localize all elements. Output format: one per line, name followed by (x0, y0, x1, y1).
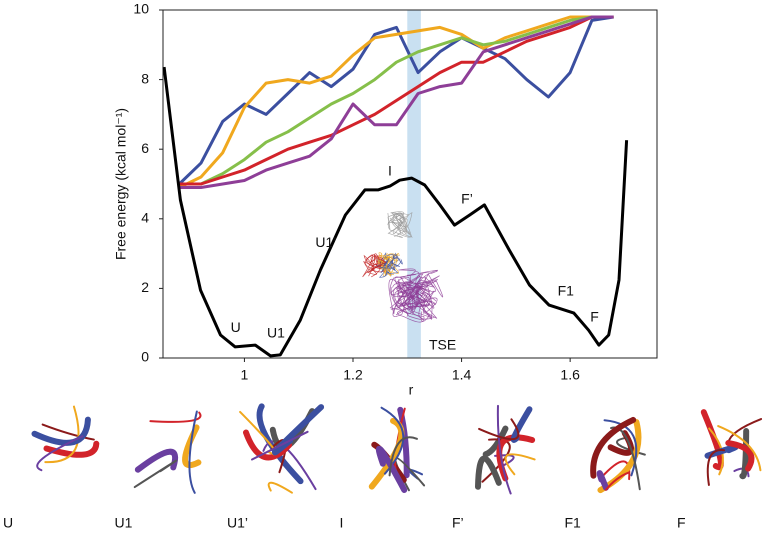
structure-image: F’ (452, 404, 536, 531)
ribbon (256, 403, 304, 485)
structure-label: F (677, 515, 686, 531)
structure-label: U1’ (227, 515, 248, 531)
annotation: U (231, 319, 241, 335)
ensemble-trace (387, 211, 408, 238)
ensemble-trace (380, 256, 399, 276)
ribbon (31, 416, 91, 446)
ribbon (188, 410, 198, 494)
series-line (178, 15, 614, 189)
structure-image: F (677, 409, 763, 531)
ribbon (397, 406, 410, 479)
ribbon (271, 404, 325, 456)
ribbon (496, 434, 536, 482)
annotation: U1 (267, 324, 285, 340)
ensemble-trace (398, 276, 436, 307)
ensemble-trace (394, 275, 440, 305)
ribbon (474, 455, 502, 490)
x-tick-label: 1.6 (560, 367, 580, 383)
ribbon (482, 425, 509, 458)
structure-image: F1 (565, 416, 646, 531)
ribbon (134, 448, 179, 473)
annotation: F’ (461, 190, 473, 206)
annotation: F (590, 309, 599, 325)
ribbon (44, 405, 80, 464)
ribbon (604, 471, 630, 491)
structure-image: I (340, 406, 426, 531)
ribbon (504, 453, 536, 476)
y-axis-label: Free energy (kcal mol⁻¹) (113, 108, 129, 260)
annotation: F1 (558, 283, 575, 299)
ensemble-trace (389, 211, 413, 238)
ribbon (706, 449, 726, 486)
y-tick-label: 6 (141, 140, 149, 156)
ribbon (496, 404, 512, 495)
structure-image: U1 (115, 410, 202, 531)
ribbon (590, 416, 637, 479)
ribbon (36, 435, 84, 472)
ensemble-trace (380, 254, 399, 274)
ribbon (133, 459, 178, 489)
ribbon (41, 423, 95, 441)
annotation: U1’ (315, 234, 336, 250)
series-line (179, 15, 614, 186)
y-tick-label: 0 (141, 349, 149, 365)
ribbon (717, 425, 762, 472)
ribbon (700, 409, 724, 471)
ribbon (478, 418, 520, 441)
structure-label: F’ (452, 515, 464, 531)
ensemble-trace (390, 287, 433, 323)
ribbon (739, 428, 750, 480)
x-axis-label: r (409, 382, 414, 398)
ribbon (251, 430, 309, 461)
tse-ensemble (362, 211, 444, 323)
y-tick-label: 2 (141, 279, 149, 295)
annotation: TSE (429, 337, 456, 353)
structure-image: U (3, 405, 100, 531)
series-line (179, 15, 614, 189)
y-tick-label: 8 (141, 70, 149, 86)
structure-label: F1 (565, 515, 582, 531)
structure-label: I (340, 515, 344, 531)
ribbon (596, 470, 609, 491)
x-tick-label: 1.4 (452, 367, 472, 383)
x-tick-label: 1.2 (343, 367, 363, 383)
ensemble-trace (377, 255, 392, 277)
ribbon (599, 460, 631, 481)
series-line (162, 66, 629, 358)
series-line (178, 15, 614, 186)
y-tick-label: 4 (141, 210, 149, 226)
ensemble-trace (370, 256, 387, 270)
ribbon (603, 419, 638, 477)
ribbon (242, 429, 293, 461)
structure-image: U1’ (227, 403, 325, 531)
ribbon (267, 481, 293, 494)
structure-label: U (3, 515, 13, 531)
structure-label: U1 (115, 515, 133, 531)
ribbon (725, 440, 755, 472)
series-line (179, 15, 614, 186)
ensemble-trace (380, 254, 396, 277)
plot-frame (162, 9, 658, 359)
annotation: I (388, 163, 392, 179)
ensemble-trace (398, 270, 438, 310)
y-tick-label: 10 (133, 1, 149, 17)
ribbon (375, 445, 408, 493)
ensemble-trace (394, 275, 430, 307)
ensemble-trace (363, 254, 386, 275)
ribbon (149, 411, 202, 423)
ribbon (388, 436, 418, 477)
x-tick-label: 1 (241, 367, 249, 383)
